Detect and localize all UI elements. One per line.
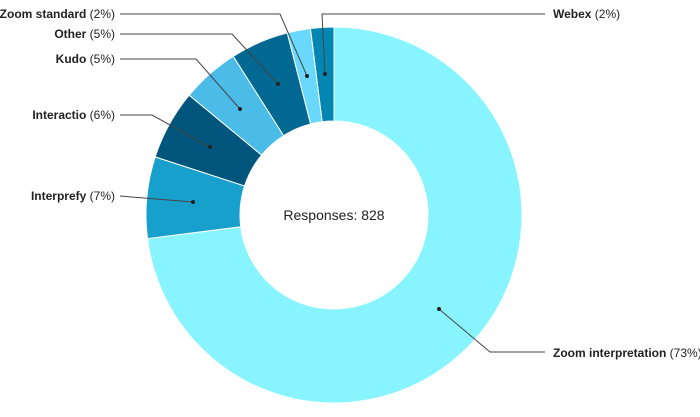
slice-zoom-interpretation <box>146 26 523 404</box>
leader-dot <box>238 107 242 111</box>
slice-label: Interprefy (7%) <box>31 189 115 203</box>
leader-line <box>321 13 545 75</box>
slice-label: Webex (2%) <box>553 7 620 21</box>
slice-label-name: Zoom standard <box>0 7 86 21</box>
slice-label-percent: (2%) <box>591 7 620 21</box>
leader-line <box>120 13 308 77</box>
leader-dot <box>305 74 309 78</box>
slice-label: Interactio (6%) <box>32 108 115 122</box>
slice-label-name: Other <box>54 27 86 41</box>
slice-label-name: Interprefy <box>31 189 87 203</box>
slice-label-percent: (2%) <box>86 7 115 21</box>
leader-line <box>438 308 545 353</box>
slice-label: Other (5%) <box>54 27 115 41</box>
slice-label-percent: (6%) <box>86 108 115 122</box>
leader-dot <box>437 307 441 311</box>
slice-webex <box>309 26 335 123</box>
slice-label-percent: (73%) <box>666 346 700 360</box>
slice-label: Zoom standard (2%) <box>0 7 115 21</box>
slice-label-name: Interactio <box>32 108 86 122</box>
leader-dot <box>191 200 195 204</box>
slice-label-name: Zoom interpretation <box>553 346 666 360</box>
leader-line <box>120 33 279 85</box>
leader-line <box>120 58 241 110</box>
slice-label-name: Kudo <box>56 52 87 66</box>
slice-labels: Zoom interpretation (73%) Interprefy (7%)… <box>0 7 700 360</box>
slice-label: Zoom interpretation (73%) <box>553 346 700 360</box>
leader-line <box>120 114 211 148</box>
slice-label-percent: (7%) <box>86 189 115 203</box>
center-label: Responses: 828 <box>283 207 384 223</box>
leader-lines <box>119 13 545 353</box>
leader-dot <box>208 145 212 149</box>
slice-label-name: Webex <box>553 7 592 21</box>
leader-line <box>119 195 194 203</box>
leader-dot <box>276 82 280 86</box>
donut-slices <box>145 26 523 404</box>
slice-label-percent: (5%) <box>86 27 115 41</box>
leader-dot <box>323 72 327 76</box>
slice-label-percent: (5%) <box>86 52 115 66</box>
slice-label: Kudo (5%) <box>56 52 115 66</box>
